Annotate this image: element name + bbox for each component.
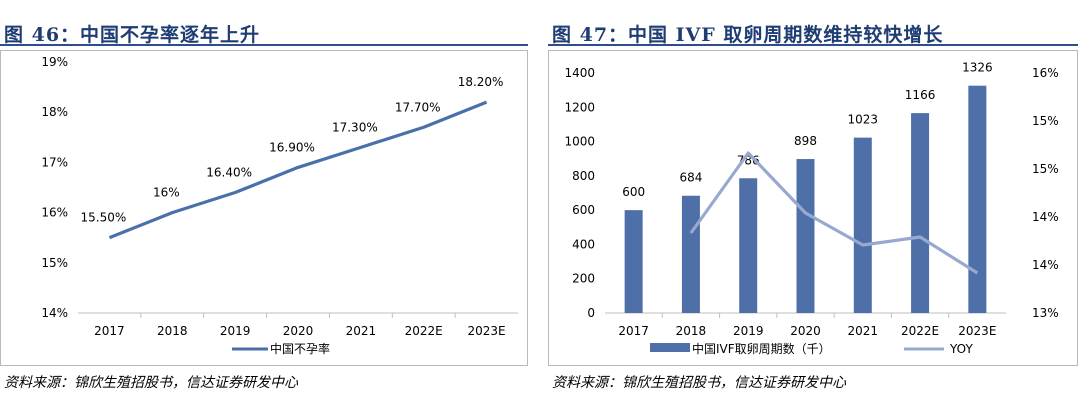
right-title-rule	[548, 44, 1078, 46]
ivf-cycles-bar	[624, 210, 643, 313]
right-plot-area	[548, 50, 1078, 366]
right-chart-panel: 图 47：中国 IVF 取卵周期数维持较快增长 0 200 400 600 800 100…	[548, 0, 1080, 407]
y-tick-label: 17%	[41, 155, 68, 169]
left-y-tick-label: 0	[587, 306, 595, 320]
data-label: 17.70%	[395, 100, 441, 114]
ivf-cycles-bar	[911, 113, 930, 313]
x-tick-label: 2023E	[958, 324, 996, 338]
left-y-tick-label: 400	[572, 237, 595, 251]
bar-data-label: 898	[794, 134, 817, 148]
x-tick-label: 2023E	[468, 324, 506, 338]
data-label: 16%	[153, 186, 180, 200]
x-tick-label: 2020	[283, 324, 314, 338]
left-source-note: 资料来源：锦欣生殖招股书，信达证券研发中心	[4, 375, 298, 391]
y-tick-label: 16%	[41, 206, 68, 220]
bar-data-label: 1326	[962, 61, 993, 75]
left-y-tick-label: 1400	[564, 66, 595, 80]
left-y-tick-label: 800	[572, 169, 595, 183]
left-y-tick-label: 600	[572, 203, 595, 217]
x-tick-label: 2022E	[901, 324, 939, 338]
left-y-tick-label: 1200	[564, 100, 595, 114]
right-chart-svg: 0 200 400 600 800 1000 1200 1400 13% 14% 14% 15% 15%…	[564, 61, 1059, 356]
x-tick-label: 2017	[618, 324, 649, 338]
x-tick-label: 2018	[157, 324, 188, 338]
ivf-cycles-bar	[681, 195, 700, 313]
y-tick-label: 14%	[41, 306, 68, 320]
ivf-cycles-bar	[796, 159, 815, 313]
ivf-cycles-bar	[853, 137, 872, 313]
left-y-tick-label: 1000	[564, 135, 595, 149]
bar-data-label: 684	[679, 171, 702, 185]
left-plot-area	[0, 50, 528, 366]
legend-label: 中国不孕率	[270, 341, 330, 356]
x-tick-label: 2021	[346, 324, 377, 338]
x-tick-label: 2022E	[405, 324, 443, 338]
left-y-tick-label: 200	[572, 272, 595, 286]
data-label: 18.20%	[458, 75, 504, 89]
left-title-rule	[0, 44, 528, 46]
x-tick-label: 2020	[790, 324, 821, 338]
right-y-tick-label: 16%	[1032, 66, 1059, 80]
x-tick-label: 2017	[94, 324, 125, 338]
x-tick-label: 2019	[220, 324, 251, 338]
bar-data-label: 1166	[905, 88, 936, 102]
yoy-line	[689, 151, 979, 275]
x-tick-label: 2018	[676, 324, 707, 338]
y-tick-label: 19%	[41, 55, 68, 69]
ivf-cycles-bar	[968, 85, 987, 313]
right-y-tick-label: 14%	[1032, 210, 1059, 224]
right-figure-title: 图 47：中国 IVF 取卵周期数维持较快增长	[552, 24, 944, 46]
left-figure-title: 图 46：中国不孕率逐年上升	[4, 24, 261, 46]
legend-bar-swatch	[650, 343, 690, 352]
data-label: 15.50%	[81, 211, 127, 225]
infertility-rate-line	[108, 100, 488, 240]
x-tick-label: 2021	[848, 324, 879, 338]
data-label: 16.40%	[206, 166, 252, 180]
y-tick-label: 15%	[41, 256, 68, 270]
right-y-tick-label: 14%	[1032, 258, 1059, 272]
right-y-tick-label: 13%	[1032, 306, 1059, 320]
data-label: 16.90%	[269, 140, 315, 154]
bar-data-label: 1023	[848, 113, 879, 127]
data-label: 17.30%	[332, 120, 378, 134]
left-chart-svg: 14% 15% 16% 17% 18% 19% 2017 2018 2019 2020 2021 20…	[41, 55, 518, 356]
legend-label-ivf: 中国IVF取卵周期数（千）	[692, 341, 831, 356]
y-tick-label: 18%	[41, 105, 68, 119]
right-y-tick-label: 15%	[1032, 162, 1059, 176]
x-tick-label: 2019	[733, 324, 764, 338]
left-chart-panel: 图 46：中国不孕率逐年上升 14% 15% 16% 17% 18% 19% 2017 201…	[0, 0, 530, 407]
bar-data-label: 600	[622, 185, 645, 199]
right-y-tick-label: 15%	[1032, 114, 1059, 128]
ivf-cycles-bar	[739, 178, 758, 313]
right-source-note: 资料来源：锦欣生殖招股书，信达证券研发中心	[552, 375, 846, 391]
legend-label-yoy: YOY	[949, 342, 973, 356]
